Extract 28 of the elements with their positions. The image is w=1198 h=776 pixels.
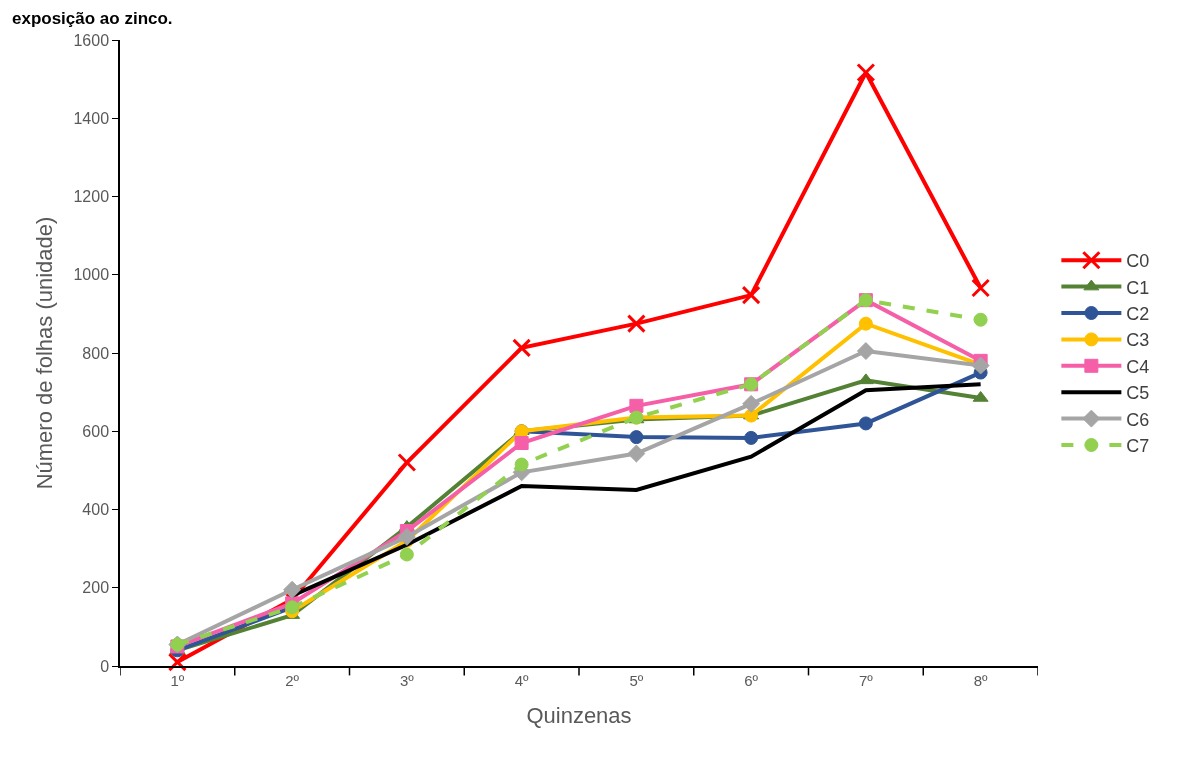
y-tick-label: 0: [100, 657, 110, 675]
x-tick-label: 4º: [514, 671, 530, 689]
x-tick-label: 5º: [629, 671, 644, 689]
y-tick-label: 400: [82, 501, 110, 519]
x-axis-title: Quinzenas: [526, 703, 632, 729]
legend-label: C3: [1126, 330, 1150, 351]
legend-label: C5: [1126, 383, 1150, 404]
legend-label: C6: [1126, 409, 1150, 430]
y-tick-label: 600: [82, 422, 110, 440]
x-tick-label: 7º: [858, 671, 874, 689]
legend-label: C2: [1126, 304, 1150, 325]
y-tick-label: 800: [82, 344, 110, 362]
y-tick-label: 1200: [73, 188, 110, 206]
legend-label: C7: [1126, 436, 1150, 457]
chart-title: exposição ao zinco.: [11, 8, 173, 28]
y-tick-label: 1000: [73, 266, 110, 284]
legend-label: C1: [1126, 277, 1150, 298]
x-tick-label: 3º: [399, 671, 415, 689]
y-tick-label: 1600: [73, 31, 110, 49]
x-tick-label: 8º: [973, 671, 989, 689]
x-tick-label: 6º: [744, 671, 759, 689]
legend-label: C4: [1126, 356, 1150, 377]
y-tick-label: 1400: [73, 109, 110, 127]
y-axis-title: Número de folhas (unidade): [31, 216, 57, 490]
x-tick-label: 2º: [285, 671, 300, 689]
x-tick-label: 1º: [170, 671, 185, 689]
y-tick-label: 200: [82, 579, 110, 597]
legend-label: C0: [1126, 251, 1150, 272]
